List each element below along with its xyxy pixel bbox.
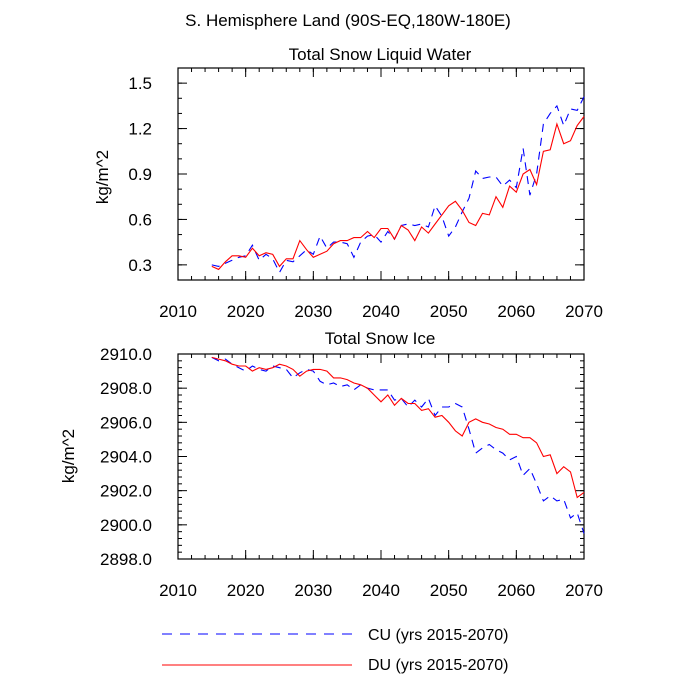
x-tick-label: 2060 bbox=[497, 581, 535, 600]
y-tick-label: 2902.0 bbox=[100, 482, 152, 501]
chart-title: Total Snow Liquid Water bbox=[289, 45, 472, 64]
x-tick-label: 2030 bbox=[294, 581, 332, 600]
figure-title: S. Hemisphere Land (90S-EQ,180W-180E) bbox=[185, 11, 511, 30]
series-line-cu bbox=[211, 96, 585, 274]
x-tick-label: 2010 bbox=[159, 581, 197, 600]
x-tick-label: 2020 bbox=[227, 302, 265, 321]
y-tick-label: 0.6 bbox=[128, 210, 152, 229]
legend: CU (yrs 2015-2070) DU (yrs 2015-2070) bbox=[162, 627, 509, 674]
chart-title: Total Snow Ice bbox=[325, 329, 436, 348]
y-tick-label: 1.2 bbox=[128, 120, 152, 139]
x-tick-label: 2040 bbox=[362, 302, 400, 321]
y-tick-label: 2906.0 bbox=[100, 413, 152, 432]
x-tick-label: 2010 bbox=[159, 302, 197, 321]
x-tick-label: 2070 bbox=[565, 581, 603, 600]
chart-liquid-water: Total Snow Liquid Water kg/m^2 2010 2020 2… bbox=[93, 45, 603, 321]
y-tick-label: 0.3 bbox=[128, 256, 152, 275]
y-tick-label: 1.5 bbox=[128, 74, 152, 93]
x-tick-label: 2040 bbox=[362, 581, 400, 600]
legend-label-cu: CU (yrs 2015-2070) bbox=[368, 627, 509, 644]
y-tick-label: 2904.0 bbox=[100, 448, 152, 467]
y-tick-label: 2910.0 bbox=[100, 345, 152, 364]
x-tick-label: 2060 bbox=[497, 302, 535, 321]
x-tick-label: 2020 bbox=[227, 581, 265, 600]
chart-snow-ice: Total Snow Ice kg/m^2 2010 2020 2030 2040 20… bbox=[59, 329, 603, 600]
plot-frame bbox=[177, 353, 585, 560]
x-tick-label: 2070 bbox=[565, 302, 603, 321]
legend-label-du: DU (yrs 2015-2070) bbox=[368, 657, 509, 674]
x-tick-label: 2030 bbox=[294, 302, 332, 321]
series-line-du bbox=[211, 116, 585, 271]
y-axis-label: kg/m^2 bbox=[59, 429, 78, 483]
y-tick-label: 2900.0 bbox=[100, 516, 152, 535]
y-tick-label: 2898.0 bbox=[100, 550, 152, 569]
x-tick-label: 2050 bbox=[430, 581, 468, 600]
y-tick-label: 0.9 bbox=[128, 165, 152, 184]
y-tick-label: 2908.0 bbox=[100, 379, 152, 398]
x-tick-label: 2050 bbox=[430, 302, 468, 321]
series-line-cu bbox=[211, 356, 585, 534]
series-line-du bbox=[211, 356, 585, 499]
y-axis-label: kg/m^2 bbox=[93, 150, 112, 204]
